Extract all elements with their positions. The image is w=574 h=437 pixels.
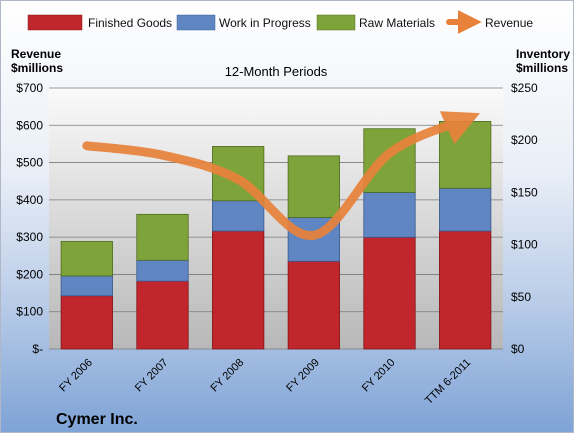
- bar-raw-materials: [287, 155, 340, 218]
- right-axis-tick-label: $50: [511, 290, 531, 304]
- left-axis-tick-label: $700: [16, 81, 43, 95]
- left-axis-tick-label: $-: [32, 342, 43, 356]
- left-axis-tick-label: $300: [16, 230, 43, 244]
- bar-finished-goods: [212, 230, 265, 350]
- legend-item-raw-materials: Raw Materials: [316, 14, 435, 31]
- left-axis-tick-label: $400: [16, 193, 43, 207]
- legend-item-revenue: Revenue: [446, 10, 533, 34]
- bar-work-in-progress: [439, 187, 492, 232]
- legend-item-finished-goods: Finished Goods: [27, 14, 172, 31]
- x-axis-tick-label: FY 2006: [57, 357, 95, 395]
- bar-finished-goods: [439, 230, 492, 350]
- bar-finished-goods: [287, 260, 340, 350]
- right-axis-ticks: $0 $50 $100 $150 $200 $250: [511, 81, 538, 356]
- legend-item-work-in-progress: Work in Progress: [176, 14, 311, 31]
- right-axis-tick-label: $250: [511, 81, 538, 95]
- bar-work-in-progress: [60, 275, 113, 297]
- bar-raw-materials: [439, 121, 492, 189]
- x-axis-tick-label: FY 2007: [133, 357, 171, 395]
- bar-finished-goods: [60, 295, 113, 350]
- x-axis-tick-label: FY 2010: [360, 357, 398, 395]
- gridlines: [49, 87, 503, 350]
- right-axis-tick-label: $200: [511, 133, 538, 147]
- right-axis-tick-label: $0: [511, 342, 525, 356]
- bar-work-in-progress: [212, 200, 265, 232]
- left-axis-title-line2: $millions: [11, 61, 63, 75]
- bar-finished-goods: [136, 280, 189, 350]
- x-axis-tick-label: TTM 6-2011: [423, 357, 473, 407]
- legend-label-revenue: Revenue: [485, 16, 533, 30]
- company-name: Cymer Inc.: [56, 411, 138, 428]
- right-axis-title-line2: $millions: [516, 61, 568, 75]
- bar-work-in-progress: [363, 191, 416, 238]
- left-axis-tick-label: $200: [16, 267, 43, 281]
- chart-subtitle: 12-Month Periods: [225, 64, 328, 79]
- left-axis-tick-label: $100: [16, 305, 43, 319]
- x-axis-tick-label: FY 2009: [284, 357, 322, 395]
- legend-label-raw-materials: Raw Materials: [359, 16, 435, 30]
- legend: Finished Goods Work in Progress Raw Mate…: [27, 10, 533, 34]
- right-axis-title-line1: Inventory: [516, 47, 570, 61]
- revenue-line: [82, 111, 480, 240]
- x-axis-labels: FY 2006 FY 2007 FY 2008 FY 2009 FY 2010 TTM 6…: [57, 357, 473, 407]
- bar-work-in-progress: [136, 259, 189, 282]
- x-axis-tick-label: FY 2008: [209, 357, 247, 395]
- bar-raw-materials: [60, 241, 113, 277]
- right-axis-tick-label: $150: [511, 185, 538, 199]
- left-axis-tick-label: $600: [16, 118, 43, 132]
- left-axis-title-line1: Revenue: [11, 47, 61, 61]
- bar-raw-materials: [136, 213, 189, 261]
- legend-label-finished-goods: Finished Goods: [88, 16, 172, 30]
- bar-finished-goods: [363, 236, 416, 350]
- right-axis-tick-label: $100: [511, 238, 538, 252]
- legend-label-work-in-progress: Work in Progress: [219, 16, 311, 30]
- left-axis-ticks: $- $100 $200 $300 $400 $500 $600 $700: [16, 81, 43, 356]
- revenue-line-layer: [82, 111, 480, 240]
- left-axis-tick-label: $500: [16, 156, 43, 170]
